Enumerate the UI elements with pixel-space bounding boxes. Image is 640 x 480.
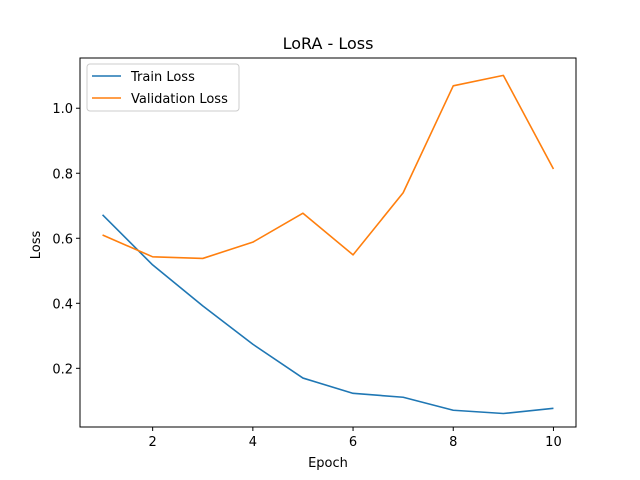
legend-label: Train Loss xyxy=(130,70,195,85)
y-axis: 0.2 0.4 0.6 0.8 1.0 xyxy=(52,102,80,377)
series-lines xyxy=(101,74,555,415)
legend-label: Validation Loss xyxy=(131,92,228,107)
legend: Train Loss Validation Loss xyxy=(86,63,240,112)
y-tick-label: 0.2 xyxy=(52,362,73,377)
chart-title: LoRA - Loss xyxy=(283,34,374,53)
y-tick-label: 0.4 xyxy=(52,297,73,312)
plot-frame xyxy=(79,57,577,428)
plot-area: 2 4 6 8 10 0.2 0.4 0.6 0.8 1.0 xyxy=(52,57,577,450)
y-tick-label: 0.6 xyxy=(52,232,73,247)
x-tick-label: 6 xyxy=(349,435,357,450)
series-line-train-loss xyxy=(101,214,554,415)
x-tick-label: 4 xyxy=(249,435,257,450)
y-axis-label: Loss xyxy=(29,231,44,260)
y-tick-label: 1.0 xyxy=(52,102,73,117)
y-tick-label: 0.8 xyxy=(52,167,73,182)
x-axis-label: Epoch xyxy=(308,456,348,471)
x-tick-label: 8 xyxy=(449,435,457,450)
legend-box xyxy=(86,63,240,112)
x-tick-label: 2 xyxy=(149,435,157,450)
series-line-validation-loss xyxy=(102,74,555,260)
x-axis: 2 4 6 8 10 xyxy=(149,427,562,450)
x-tick-label: 10 xyxy=(545,435,562,450)
